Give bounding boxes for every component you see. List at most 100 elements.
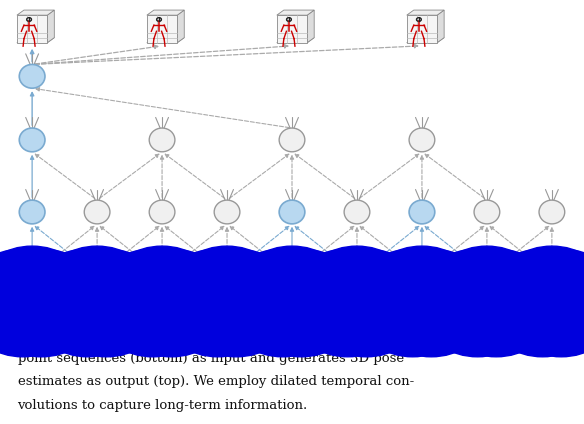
Circle shape	[363, 271, 465, 345]
Ellipse shape	[409, 200, 434, 224]
Circle shape	[120, 283, 223, 357]
Circle shape	[257, 259, 360, 334]
Circle shape	[185, 283, 287, 357]
Polygon shape	[47, 10, 54, 43]
Circle shape	[54, 271, 157, 345]
Circle shape	[426, 283, 529, 357]
Ellipse shape	[214, 200, 240, 224]
Polygon shape	[277, 38, 314, 43]
Circle shape	[444, 271, 546, 345]
Circle shape	[361, 283, 464, 357]
Polygon shape	[17, 38, 54, 43]
Circle shape	[250, 283, 353, 357]
Circle shape	[383, 249, 485, 324]
Circle shape	[111, 246, 213, 321]
Circle shape	[231, 283, 334, 357]
Circle shape	[95, 259, 197, 334]
Ellipse shape	[149, 128, 175, 152]
Circle shape	[192, 259, 294, 334]
Circle shape	[322, 259, 425, 334]
Circle shape	[224, 259, 327, 334]
Circle shape	[123, 249, 225, 324]
Circle shape	[297, 283, 399, 357]
Circle shape	[164, 249, 266, 324]
Text: estimates as output (top). We employ dilated temporal con-: estimates as output (top). We employ dil…	[18, 375, 414, 388]
Polygon shape	[17, 15, 47, 43]
Circle shape	[232, 271, 335, 345]
Circle shape	[359, 249, 461, 324]
Polygon shape	[406, 38, 444, 43]
Ellipse shape	[279, 128, 305, 152]
Circle shape	[298, 271, 400, 345]
Circle shape	[184, 271, 286, 345]
Circle shape	[46, 246, 148, 321]
Circle shape	[371, 246, 473, 321]
Circle shape	[249, 271, 352, 345]
Circle shape	[102, 283, 204, 357]
Circle shape	[306, 246, 408, 321]
Circle shape	[452, 259, 554, 334]
Circle shape	[0, 249, 95, 324]
Ellipse shape	[19, 200, 45, 224]
Polygon shape	[17, 10, 54, 15]
Circle shape	[509, 271, 584, 345]
Circle shape	[424, 249, 526, 324]
Circle shape	[314, 271, 416, 345]
Ellipse shape	[344, 200, 370, 224]
Circle shape	[294, 249, 397, 324]
Circle shape	[500, 246, 584, 321]
Circle shape	[127, 259, 230, 334]
Circle shape	[290, 259, 392, 334]
Circle shape	[62, 259, 165, 334]
Circle shape	[510, 283, 584, 357]
Circle shape	[489, 249, 584, 324]
Circle shape	[34, 249, 137, 324]
Ellipse shape	[19, 64, 45, 88]
Text: point sequences (bottom) as input and generates 3D pose: point sequences (bottom) as input and ge…	[18, 352, 404, 365]
Circle shape	[354, 259, 457, 334]
Ellipse shape	[409, 128, 434, 152]
Circle shape	[119, 271, 221, 345]
Circle shape	[484, 259, 584, 334]
Polygon shape	[178, 10, 185, 43]
Text: volutions to capture long-term information.: volutions to capture long-term informati…	[18, 399, 308, 412]
Ellipse shape	[539, 200, 565, 224]
Circle shape	[0, 246, 83, 321]
Circle shape	[187, 249, 290, 324]
Polygon shape	[307, 10, 314, 43]
Circle shape	[0, 259, 99, 334]
Polygon shape	[277, 15, 307, 43]
Circle shape	[427, 271, 530, 345]
Polygon shape	[147, 10, 185, 15]
Polygon shape	[406, 10, 444, 15]
Ellipse shape	[84, 200, 110, 224]
Circle shape	[387, 259, 489, 334]
Circle shape	[419, 259, 522, 334]
Circle shape	[513, 249, 584, 324]
Circle shape	[99, 249, 201, 324]
Polygon shape	[147, 38, 185, 43]
Circle shape	[380, 283, 482, 357]
Ellipse shape	[279, 200, 305, 224]
Ellipse shape	[19, 128, 45, 152]
Ellipse shape	[474, 200, 500, 224]
Circle shape	[58, 249, 160, 324]
Circle shape	[0, 283, 92, 357]
Circle shape	[517, 259, 584, 334]
Polygon shape	[277, 10, 314, 15]
Text: Figure 1: Our temporal convolutional model takes 2D key-: Figure 1: Our temporal convolutional mod…	[18, 329, 409, 342]
Circle shape	[445, 283, 547, 357]
Circle shape	[166, 283, 269, 357]
Circle shape	[37, 283, 139, 357]
Ellipse shape	[149, 200, 175, 224]
Circle shape	[241, 246, 343, 321]
Circle shape	[55, 283, 158, 357]
Circle shape	[318, 249, 420, 324]
Circle shape	[0, 283, 74, 357]
Circle shape	[492, 283, 584, 357]
Circle shape	[168, 271, 270, 345]
Circle shape	[379, 271, 481, 345]
Circle shape	[229, 249, 332, 324]
Circle shape	[493, 271, 584, 345]
Circle shape	[176, 246, 278, 321]
